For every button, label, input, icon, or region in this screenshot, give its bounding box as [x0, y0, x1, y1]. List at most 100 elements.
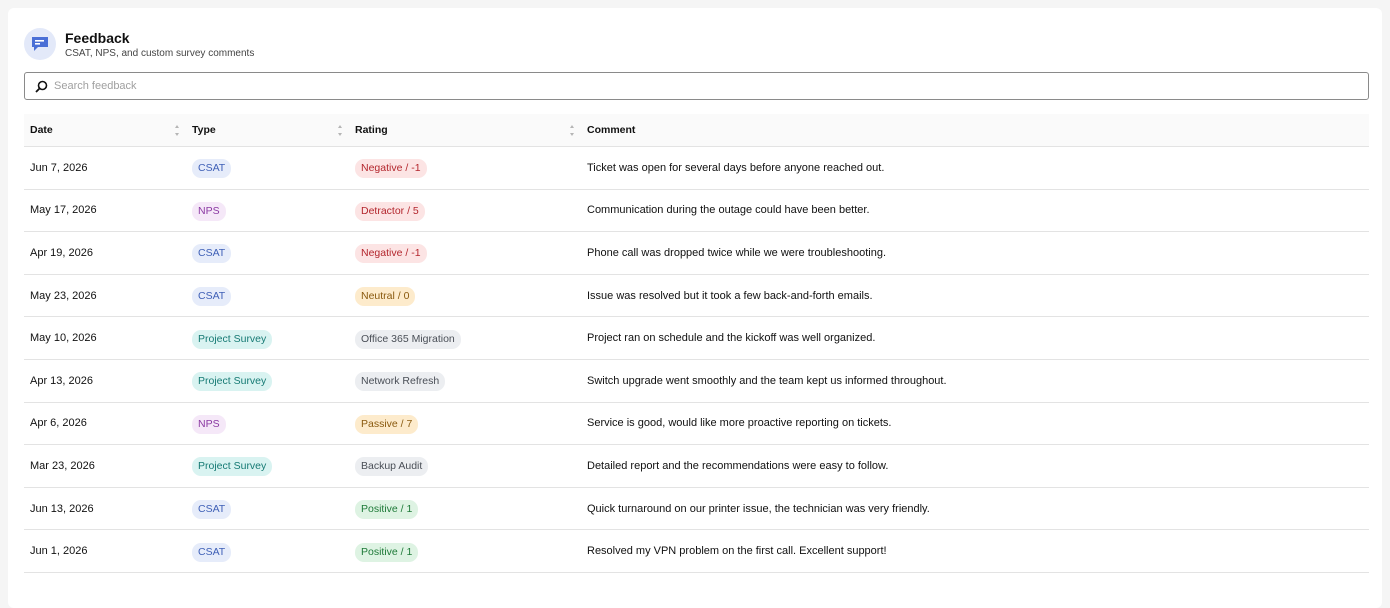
comment-text: Ticket was open for several days before … [587, 161, 885, 174]
date-text: May 10, 2026 [30, 332, 97, 345]
type-badge: Project Survey [192, 457, 273, 477]
table-row[interactable]: Jun 1, 2026 CSAT Positive / 1 Resolved my V… [24, 530, 1369, 573]
sort-icon[interactable] [174, 125, 180, 136]
type-badge: NPS [192, 414, 226, 434]
rating-badge: Detractor / 5 [355, 201, 425, 221]
table-header: Date Type Rating Comment [24, 114, 1369, 147]
comment-text: Project ran on schedule and the kickoff … [587, 332, 876, 345]
cell-type: Project Survey [186, 328, 349, 349]
comment-text: Service is good, would like more proacti… [587, 417, 892, 430]
cell-comment: Resolved my VPN problem on the first cal… [581, 545, 1369, 557]
cell-rating: Negative / -1 [349, 157, 581, 179]
table-row[interactable]: Apr 6, 2026 NPS Passive / 7 Service is good… [24, 403, 1369, 446]
rating-badge: Network Refresh [355, 372, 446, 392]
cell-comment: Project ran on schedule and the kickoff … [581, 332, 1369, 344]
cell-type: Project Survey [186, 455, 349, 477]
rating-badge: Negative / -1 [355, 159, 427, 179]
rating-badge: Neutral / 0 [355, 287, 416, 307]
cell-date: Apr 6, 2026 [24, 417, 186, 429]
table-row[interactable]: Jun 13, 2026 CSAT Positive / 1 Quick turnar… [24, 488, 1369, 531]
rating-badge: Office 365 Migration [355, 329, 461, 349]
cell-type: CSAT [186, 498, 349, 520]
date-text: Jun 1, 2026 [30, 545, 88, 558]
type-badge: NPS [192, 201, 226, 221]
table-row[interactable]: May 10, 2026 Project Survey Office 365 Mig… [24, 317, 1369, 360]
type-badge: Project Survey [192, 329, 273, 349]
cell-rating: Neutral / 0 [349, 285, 581, 307]
type-badge: CSAT [192, 159, 232, 179]
sort-icon[interactable] [337, 125, 343, 136]
feedback-table: Date Type Rating Comment Jun 7, 2026 CSAT… [24, 114, 1369, 573]
table-body: Jun 7, 2026 CSAT Negative / -1 Ticket was o… [24, 147, 1369, 573]
cell-date: May 10, 2026 [24, 332, 186, 344]
cell-date: Jun 7, 2026 [24, 162, 186, 174]
cell-rating: Positive / 1 [349, 498, 581, 520]
cell-rating: Detractor / 5 [349, 200, 581, 221]
rating-badge: Passive / 7 [355, 414, 419, 434]
search-input[interactable] [54, 80, 1354, 92]
cell-date: Apr 19, 2026 [24, 247, 186, 259]
cell-date: Jun 1, 2026 [24, 545, 186, 557]
type-badge: Project Survey [192, 372, 273, 392]
date-text: Jun 7, 2026 [30, 161, 88, 174]
table-row[interactable]: Apr 13, 2026 Project Survey Network Refres… [24, 360, 1369, 403]
cell-type: CSAT [186, 541, 349, 562]
comment-text: Switch upgrade went smoothly and the tea… [587, 374, 947, 387]
cell-type: NPS [186, 413, 349, 434]
table-row[interactable]: Mar 23, 2026 Project Survey Backup Audit De… [24, 445, 1369, 488]
rating-badge: Negative / -1 [355, 244, 427, 264]
cell-type: CSAT [186, 242, 349, 264]
rating-badge: Positive / 1 [355, 500, 419, 520]
column-header-rating[interactable]: Rating [349, 114, 581, 146]
column-header-comment: Comment [581, 114, 1369, 146]
cell-type: CSAT [186, 285, 349, 307]
cell-comment: Detailed report and the recommendations … [581, 460, 1369, 472]
search-bar[interactable] [24, 72, 1369, 100]
table-row[interactable]: May 17, 2026 NPS Detractor / 5 Communicatio… [24, 190, 1369, 233]
cell-comment: Ticket was open for several days before … [581, 162, 1369, 174]
column-header-date[interactable]: Date [24, 114, 186, 146]
cell-type: CSAT [186, 157, 349, 179]
cell-rating: Positive / 1 [349, 541, 581, 562]
cell-comment: Issue was resolved but it took a few bac… [581, 290, 1369, 302]
type-badge: CSAT [192, 287, 232, 307]
cell-rating: Negative / -1 [349, 242, 581, 264]
cell-rating: Network Refresh [349, 370, 581, 392]
cell-rating: Office 365 Migration [349, 328, 581, 349]
table-row[interactable]: Apr 19, 2026 CSAT Negative / -1 Phone call … [24, 232, 1369, 275]
cell-comment: Service is good, would like more proacti… [581, 417, 1369, 429]
comment-text: Communication during the outage could ha… [587, 204, 870, 217]
column-header-label: Type [192, 124, 216, 136]
date-text: Apr 6, 2026 [30, 417, 87, 430]
page-title: Feedback [65, 29, 130, 46]
cell-rating: Passive / 7 [349, 413, 581, 434]
type-badge: CSAT [192, 542, 232, 562]
feedback-card: Feedback CSAT, NPS, and custom survey co… [8, 8, 1382, 608]
type-badge: CSAT [192, 500, 232, 520]
rating-badge: Backup Audit [355, 457, 429, 477]
comment-text: Phone call was dropped twice while we we… [587, 246, 887, 259]
column-header-label: Comment [587, 124, 636, 136]
search-icon [34, 79, 48, 93]
cell-date: Apr 13, 2026 [24, 375, 186, 387]
cell-type: Project Survey [186, 370, 349, 392]
cell-comment: Quick turnaround on our printer issue, t… [581, 503, 1369, 515]
cell-comment: Communication during the outage could ha… [581, 204, 1369, 216]
date-text: May 17, 2026 [30, 204, 97, 217]
cell-comment: Phone call was dropped twice while we we… [581, 247, 1369, 259]
date-text: Apr 19, 2026 [30, 246, 93, 259]
comment-text: Detailed report and the recommendations … [587, 459, 889, 472]
comment-text: Issue was resolved but it took a few bac… [587, 289, 873, 302]
date-text: Apr 13, 2026 [30, 374, 93, 387]
sort-icon[interactable] [569, 125, 575, 136]
table-row[interactable]: May 23, 2026 CSAT Neutral / 0 Issue was res… [24, 275, 1369, 318]
cell-date: Jun 13, 2026 [24, 503, 186, 515]
date-text: May 23, 2026 [30, 289, 97, 302]
date-text: Jun 13, 2026 [30, 502, 94, 515]
chat-bubble-icon [24, 28, 56, 60]
column-header-label: Rating [355, 124, 388, 136]
date-text: Mar 23, 2026 [30, 459, 95, 472]
page-header: Feedback CSAT, NPS, and custom survey co… [24, 26, 254, 62]
column-header-type[interactable]: Type [186, 114, 349, 146]
table-row[interactable]: Jun 7, 2026 CSAT Negative / -1 Ticket was o… [24, 147, 1369, 190]
